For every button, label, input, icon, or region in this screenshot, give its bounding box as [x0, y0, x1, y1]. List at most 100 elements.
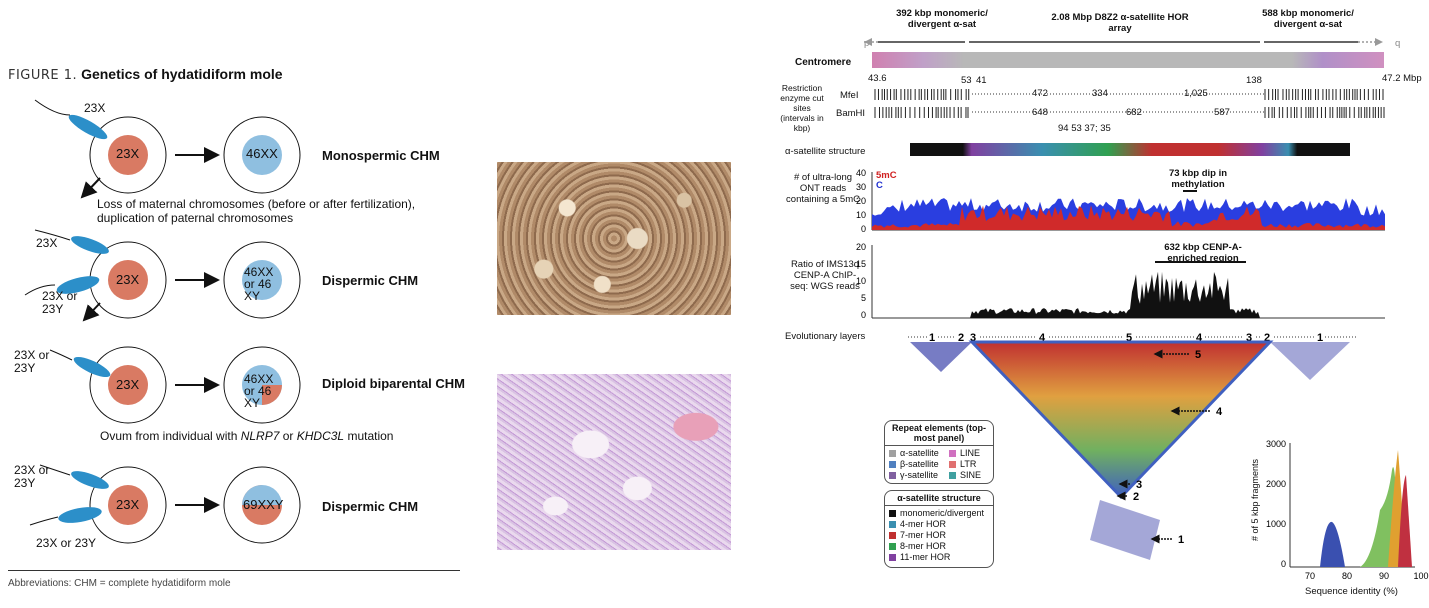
sperm-label-2a: 23X: [36, 236, 58, 250]
methylation-ytick: 0: [861, 224, 866, 234]
legend-item-label: γ-satellite: [900, 470, 939, 480]
legend-swatch: [889, 532, 896, 540]
mfei-interval-2: 334: [1092, 88, 1108, 99]
figure-title: Genetics of hydatidiform mole: [81, 66, 283, 82]
legend-alpha-item: 7-mer HOR: [889, 530, 989, 541]
layer-arrow-label: 3: [1136, 479, 1142, 491]
figure-heading: FIGURE 1. Genetics of hydatidiform mole: [8, 66, 283, 83]
hist-peak-top: [1398, 475, 1412, 567]
hist-xtick: 90: [1379, 571, 1389, 581]
layer-label: 4: [1039, 332, 1046, 344]
legend-alpha-title: α-satellite structure: [885, 491, 993, 506]
layer-arrow-label: 1: [1178, 534, 1184, 546]
bamhi-interval-1: 648: [1032, 107, 1048, 118]
layer-label-bg: [1037, 331, 1047, 343]
result-label-1: 46XX: [246, 146, 278, 161]
alpha-structure-bar: [910, 143, 1350, 156]
legend-item-label: monomeric/divergent: [900, 508, 985, 518]
legend-swatch: [889, 450, 896, 458]
layer-label-bg: [927, 331, 937, 343]
legend-repeat-item: β-satellite: [889, 459, 949, 469]
layer-label-bg: [1194, 331, 1204, 343]
layer-label-bg: [1262, 331, 1272, 343]
row-1: [34, 99, 301, 199]
hist-xlabel: Sequence identity (%): [1305, 586, 1398, 597]
legend-alpha-item: 11-mer HOR: [889, 552, 989, 563]
histology-photo: [497, 374, 731, 550]
legend-item-label: 4-mer HOR: [900, 519, 947, 529]
legend-item-label: β-satellite: [900, 459, 939, 469]
legend-item-label: 11-mer HOR: [900, 552, 951, 562]
mfei-label: MfeI: [840, 90, 859, 101]
layer-label: 1: [929, 332, 935, 344]
sperm-label-1: 23X: [84, 101, 106, 115]
methylation-dip-annotation: 73 kbp dip in methylation: [1168, 168, 1228, 190]
heatmap-tail: [1090, 500, 1160, 560]
legend-swatch: [889, 543, 896, 551]
legend-alpha-item: monomeric/divergent: [889, 508, 989, 519]
legend-repeat-item: SINE: [949, 470, 993, 480]
bamhi-small-intervals: 94 53 37; 35: [1058, 123, 1111, 134]
q-arm-label: q: [1395, 38, 1401, 49]
legend-alpha-item: 8-mer HOR: [889, 541, 989, 552]
legend-repeat-item: γ-satellite: [889, 470, 949, 480]
ovum-label-1: 23X: [116, 146, 140, 161]
layer-label-bg: [1315, 331, 1325, 343]
legend-item-label: LINE: [960, 448, 981, 458]
mfei-interval-1: 472: [1032, 88, 1048, 99]
hist-ylabel: # of 5 kbp fragments: [1250, 458, 1260, 542]
row-4: [29, 464, 301, 544]
result-label-2: 46XX or 46 XY: [244, 265, 274, 303]
cenpa-ytick: 20: [856, 242, 866, 252]
row-3: [49, 346, 301, 424]
layer-label: 1: [1317, 332, 1323, 344]
row-label-1: Monospermic CHM: [322, 148, 440, 163]
legend-repeat-item: α-satellite: [889, 448, 949, 458]
coord-end: 47.2 Mbp: [1382, 73, 1422, 84]
legend-swatch: [949, 450, 956, 458]
layer-arrow-label: 2: [1133, 491, 1139, 503]
self-identity-heatmap: [968, 340, 1274, 500]
zygote-nucleus: [242, 135, 282, 175]
sperm-label-2b: 23X or 23Y: [42, 289, 78, 316]
methylation-5mc-area: [872, 205, 1385, 230]
layer-label: 4: [1196, 332, 1203, 344]
cenpa-ytick: 0: [861, 310, 866, 320]
restriction-label: Restriction enzyme cut sites (intervals …: [780, 83, 824, 133]
coord-start: 43.6: [868, 73, 887, 84]
sperm-label-4b: 23X or 23Y: [36, 536, 97, 550]
bamhi-label: BamHI: [836, 108, 866, 119]
methylation-ytick: 10: [856, 210, 866, 220]
result-label-3: 46XX or 46 XY: [244, 372, 274, 410]
heatmap-right-layer: [1270, 342, 1350, 380]
legend-swatch: [949, 461, 956, 469]
abbreviations-note: Abbreviations: CHM = complete hydatidifo…: [8, 578, 231, 589]
layer-label: 5: [1126, 332, 1132, 344]
hist-ytick: 0: [1281, 559, 1286, 569]
legend-swatch: [889, 554, 896, 562]
ovum-label-2: 23X: [116, 272, 140, 287]
legend-repeat-item: LINE: [949, 448, 993, 458]
methylation-ylabel: # of ultra-long ONT reads containing a 5…: [786, 172, 860, 205]
layer-label-bg: [1124, 331, 1134, 343]
cenpa-ytick: 15: [856, 259, 866, 269]
mfei-cut-53: 53: [961, 75, 972, 86]
loss-arrow: [80, 177, 101, 199]
legend-item-label: LTR: [960, 459, 977, 469]
cenpa-ylabel: Ratio of IMS13q CENP-A ChIP-seq: WGS rea…: [790, 259, 860, 292]
legend-5mc: 5mC: [876, 170, 897, 181]
mole-genetics-diagram: [24, 99, 301, 544]
legend-repeat-elements: Repeat elements (top-most panel) α-satel…: [884, 420, 994, 484]
methylation-ytick: 20: [856, 196, 866, 206]
methylation-ytick: 30: [856, 182, 866, 192]
layer-label: 3: [970, 332, 976, 344]
cenpa-annotation: 632 kbp CENP-A-enriched region: [1164, 242, 1242, 264]
row-2: [24, 229, 301, 322]
figure-number: FIGURE 1.: [8, 68, 78, 83]
hist-xtick: 100: [1413, 571, 1428, 581]
label-right-monomeric: 588 kbp monomeric/ divergent α-sat: [1262, 8, 1354, 30]
hist-peak-mid: [1360, 467, 1398, 567]
legend-item-label: α-satellite: [900, 448, 939, 458]
ovum-nucleus: [108, 135, 148, 175]
hist-peak-low: [1320, 521, 1345, 567]
